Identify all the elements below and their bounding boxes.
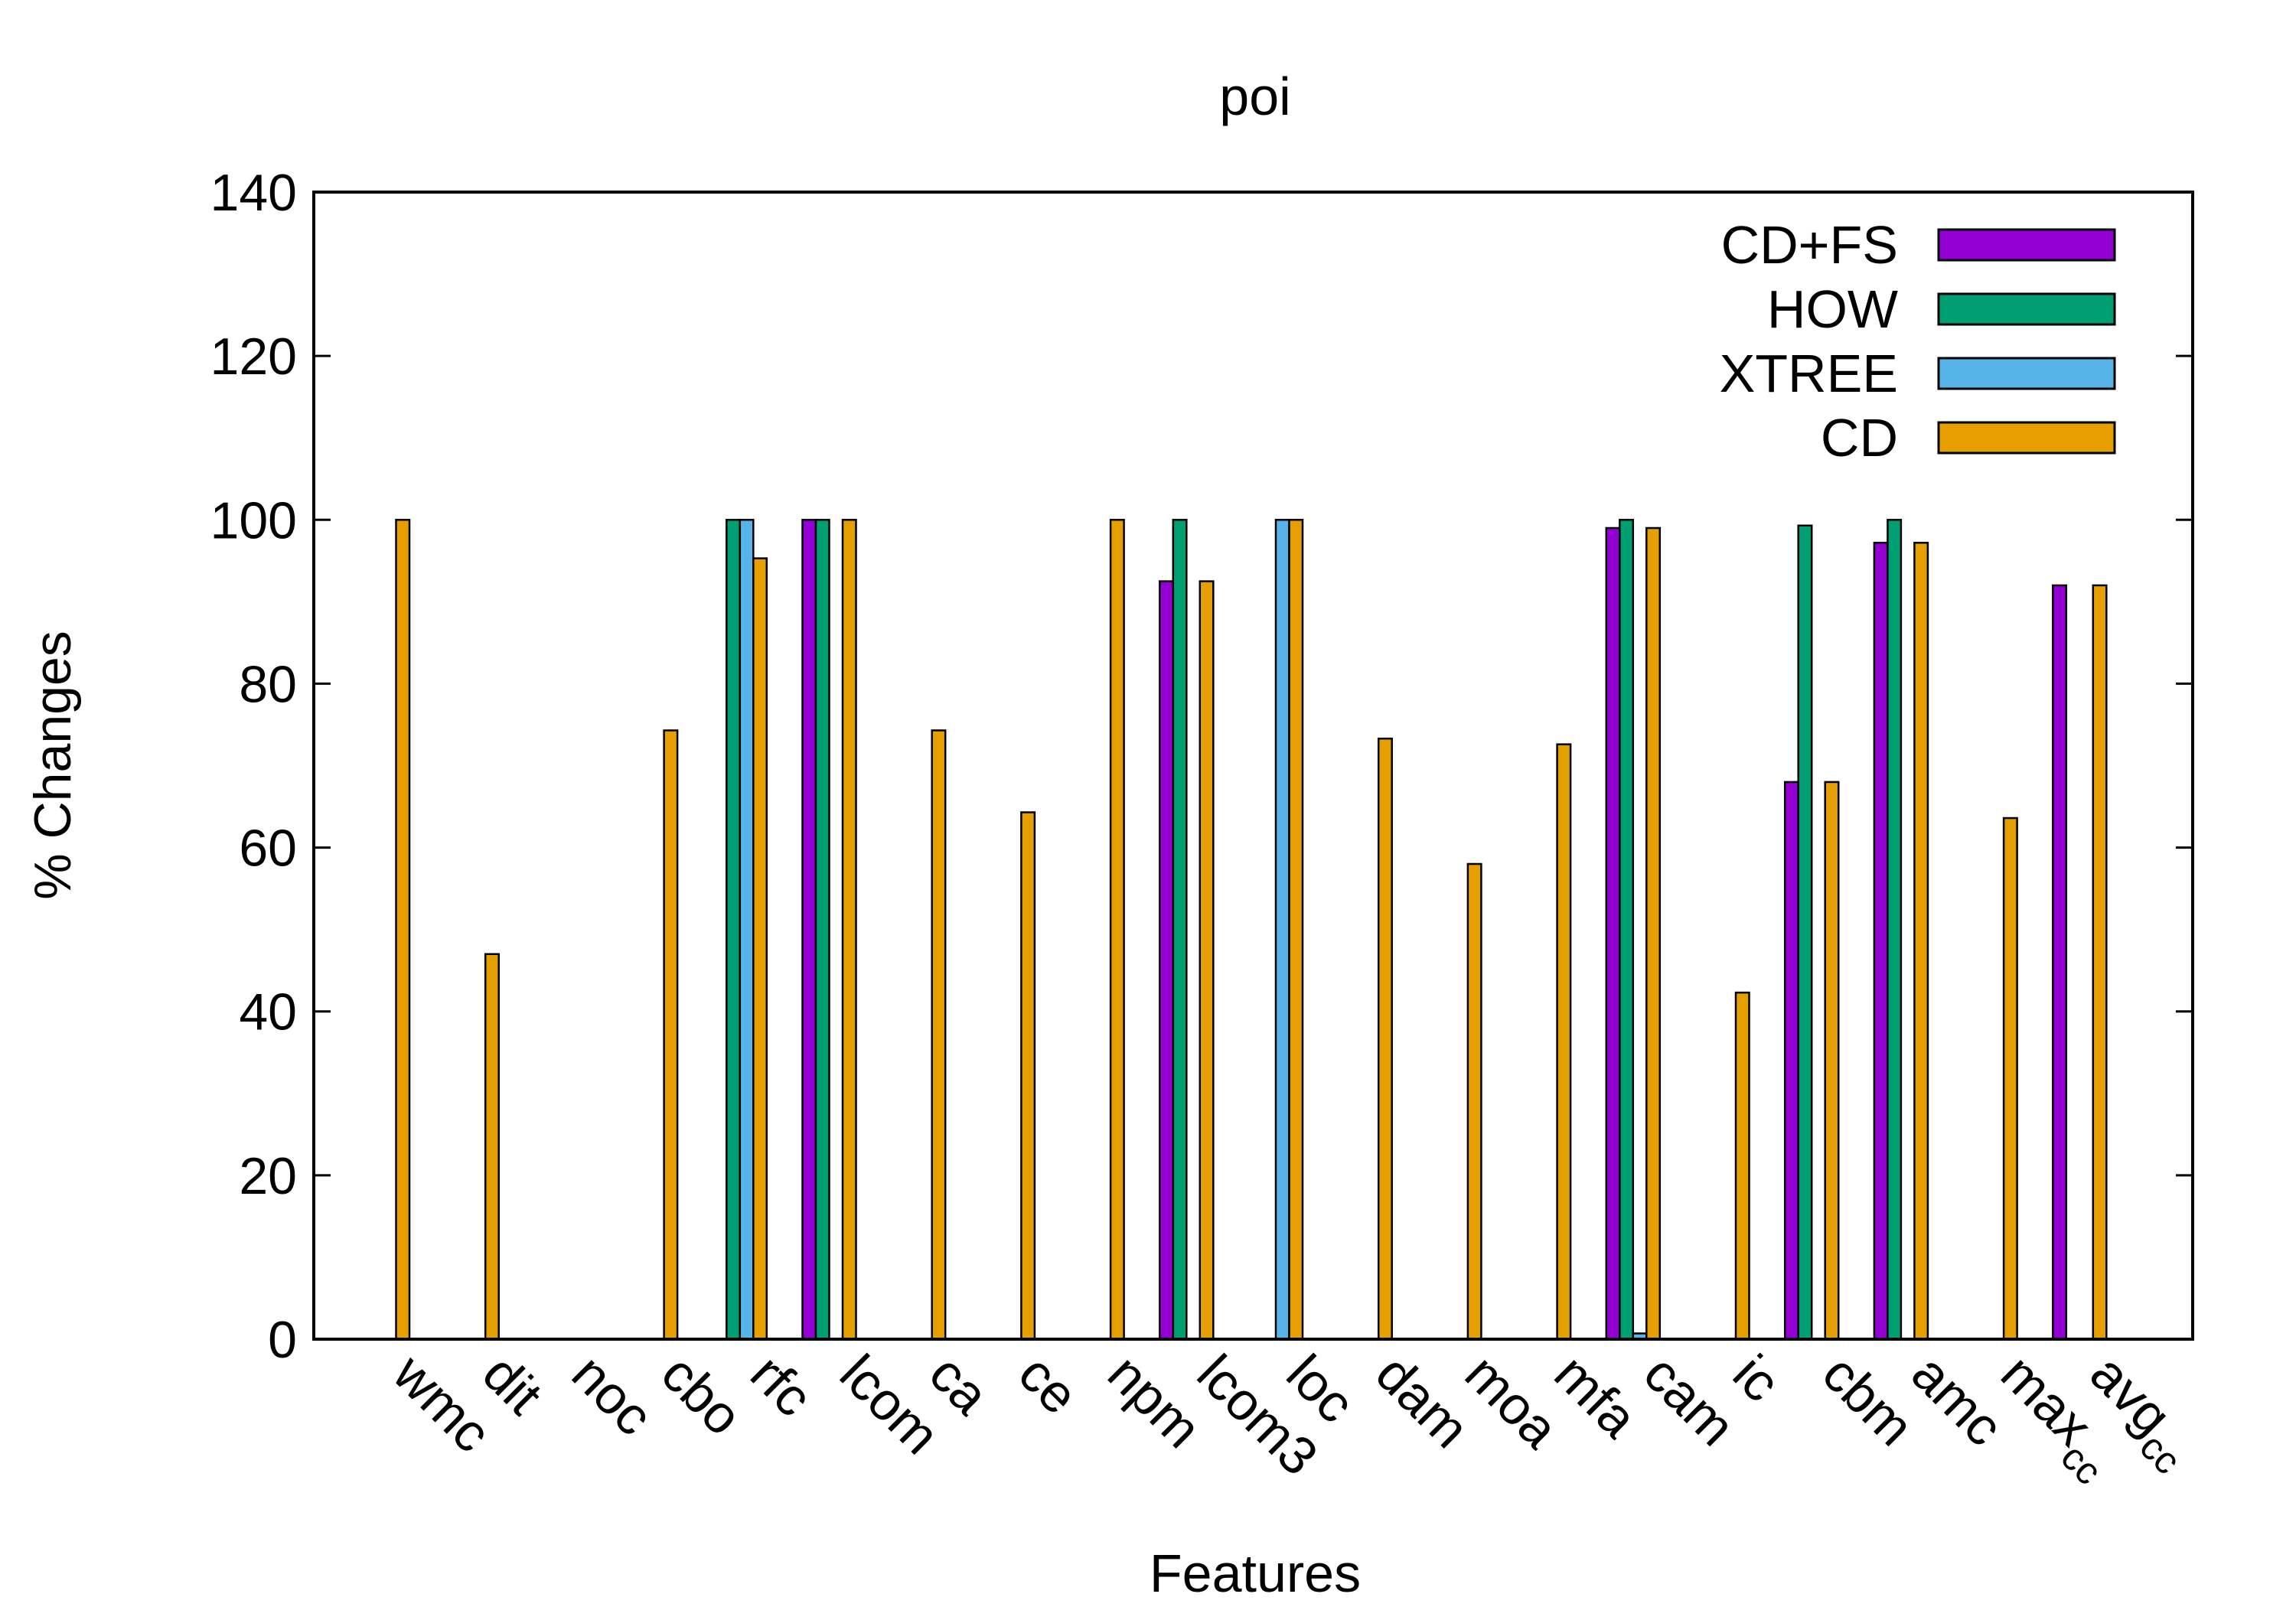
legend-label: XTREE <box>1720 344 1898 403</box>
x-tick-label-base: lcom <box>829 1343 951 1465</box>
x-tick-label: moa <box>1454 1343 1570 1459</box>
x-tick-label-base: cbo <box>650 1343 753 1446</box>
legend-swatch <box>1937 292 2116 326</box>
bar-xtree-10 <box>1274 519 1290 1341</box>
bar-cd-fs-17 <box>1873 542 1889 1341</box>
bar-cd-fs-16 <box>1783 781 1799 1341</box>
y-tick-label: 80 <box>239 655 297 713</box>
x-tick-label-base: wmc <box>382 1343 503 1464</box>
bar-cd-10 <box>1288 519 1304 1341</box>
bar-cd-6 <box>931 729 947 1341</box>
x-tick-label-base: amc <box>1900 1343 2014 1457</box>
bar-cd-4 <box>752 557 768 1341</box>
x-tick-label: cam <box>1632 1343 1746 1457</box>
bar-cd-18 <box>2002 817 2018 1341</box>
bar-cd-0 <box>395 519 411 1341</box>
y-tick-label: 60 <box>239 820 297 878</box>
bar-cd-fs-9 <box>1159 580 1175 1341</box>
bar-cd-14 <box>1645 526 1662 1341</box>
x-tick-label: cbm <box>1812 1343 1926 1457</box>
bar-cd-16 <box>1824 781 1840 1341</box>
bar-how-17 <box>1887 519 1903 1341</box>
y-axis-label: % Changes <box>24 631 82 900</box>
plot-frame <box>312 191 2194 1341</box>
bar-how-14 <box>1619 519 1635 1341</box>
x-tick-label: amc <box>1900 1343 2014 1457</box>
bar-cd-fs-5 <box>801 519 817 1341</box>
x-tick-label: dam <box>1365 1343 1480 1459</box>
bar-how-4 <box>726 519 742 1341</box>
bar-cd-5 <box>841 519 857 1341</box>
legend-swatch <box>1937 421 2116 455</box>
x-tick-label: mfa <box>1543 1343 1649 1449</box>
bar-cd-17 <box>1913 542 1929 1341</box>
x-tick-label: ce <box>1007 1343 1089 1425</box>
chart-title: poi <box>1219 67 1290 126</box>
bar-cd-fs-14 <box>1605 526 1621 1341</box>
x-tick-label-base: moa <box>1454 1343 1570 1459</box>
bar-cd-15 <box>1734 991 1750 1341</box>
x-tick-label-base: cam <box>1632 1343 1746 1457</box>
x-tick-label: rfc <box>739 1343 823 1427</box>
x-tick-label: npm <box>1097 1343 1212 1459</box>
x-tick-label-base: rfc <box>739 1343 823 1427</box>
x-tick-label-base: npm <box>1097 1343 1212 1459</box>
bar-cd-7 <box>1020 811 1036 1341</box>
x-axis-label: Features <box>1150 1543 1361 1603</box>
x-tick-label-base: ce <box>1007 1343 1089 1425</box>
bar-cd-9 <box>1199 580 1215 1341</box>
y-tick-label: 20 <box>239 1147 297 1205</box>
bar-cd-12 <box>1466 862 1482 1341</box>
bar-cd-3 <box>663 729 679 1341</box>
legend-swatch <box>1937 228 2116 262</box>
y-tick-label: 140 <box>210 164 297 222</box>
bars <box>395 519 2108 1341</box>
bar-cd-8 <box>1109 519 1125 1341</box>
y-tick-label: 40 <box>239 983 297 1041</box>
x-tick-label: noc <box>561 1343 664 1446</box>
bar-cd-13 <box>1556 743 1572 1341</box>
bar-how-5 <box>814 519 830 1341</box>
x-tick-label: cbo <box>650 1343 753 1446</box>
x-tick-label-base: mfa <box>1543 1343 1649 1449</box>
bar-how-9 <box>1172 519 1188 1341</box>
bar-how-16 <box>1797 524 1813 1341</box>
x-tick-label: lcom <box>829 1343 951 1465</box>
x-tick-label: wmc <box>382 1343 503 1464</box>
x-tick-label-base: dam <box>1365 1343 1480 1459</box>
x-tick-label-base: noc <box>561 1343 664 1446</box>
x-tick-label-base: cbm <box>1812 1343 1926 1457</box>
y-tick-label: 0 <box>268 1311 297 1369</box>
y-tick-label: 100 <box>210 491 297 549</box>
bar-cd-1 <box>484 953 500 1341</box>
y-axis-ticks: 0 20 40 60 80 100 120 140 <box>210 164 2193 1369</box>
y-tick-label: 120 <box>210 328 297 386</box>
bar-xtree-4 <box>739 519 755 1341</box>
legend-label: CD <box>1821 408 1898 468</box>
legend-swatch <box>1937 357 2116 390</box>
bar-cd-11 <box>1377 737 1393 1341</box>
bar-cd-fs-19 <box>2052 584 2068 1341</box>
legend-label: HOW <box>1767 279 1898 339</box>
legend-label: CD+FS <box>1721 215 1898 275</box>
bar-cd-19 <box>2092 584 2108 1341</box>
